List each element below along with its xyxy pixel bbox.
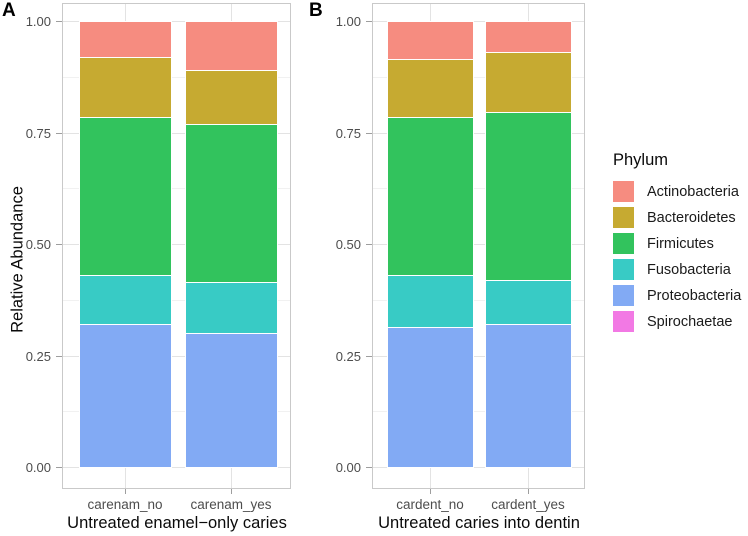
legend-swatch-icon [613, 311, 634, 332]
bar-segment-fusobacteria [79, 275, 172, 325]
gridline-major-horizontal [373, 467, 584, 468]
bar-segment-bacteroidetes [485, 52, 572, 113]
y-tick-label: 0.00 [335, 460, 361, 475]
legend-item-label: Proteobacteria [647, 287, 742, 304]
gridline-major-horizontal [63, 355, 290, 357]
bar-segment-proteobacteria [79, 324, 172, 468]
y-axis-tick [56, 244, 62, 245]
gridline-major-horizontal [63, 132, 290, 134]
legend-swatch-icon [613, 259, 634, 280]
legend-item-actinobacteria: Actinobacteria [613, 181, 741, 202]
bar-segment-firmicutes [485, 112, 572, 281]
y-tick-label: 0.25 [25, 349, 51, 364]
x-tick-label: cardent_yes [491, 497, 565, 512]
y-tick-label: 0.50 [25, 237, 51, 252]
legend-item-fusobacteria: Fusobacteria [613, 259, 741, 280]
y-tick-label: 1.00 [335, 14, 361, 29]
x-tick-label: cardent_no [396, 497, 464, 512]
bar-segment-proteobacteria [485, 324, 572, 468]
y-tick-label: 0.25 [335, 349, 361, 364]
gridline-minor-horizontal [63, 299, 290, 301]
y-tick-label: 0.75 [335, 126, 361, 141]
bar-segment-actinobacteria [79, 21, 172, 58]
legend: Phylum Actinobacteria Bacteroidetes Firmic… [613, 151, 741, 337]
y-axis-tick [56, 467, 62, 468]
y-axis-tick [56, 21, 62, 22]
panel-letter-a: A [2, 0, 16, 21]
bar-segment-bacteroidetes [79, 57, 172, 118]
gridline-major-horizontal [63, 21, 290, 22]
gridline-minor-horizontal [373, 411, 584, 413]
gridline-major-horizontal [373, 244, 584, 245]
bar-segment-firmicutes [387, 117, 474, 276]
gridline-minor-horizontal [63, 76, 290, 78]
legend-item-label: Spirochaetae [647, 313, 733, 330]
gridline-minor-horizontal [373, 299, 584, 301]
legend-item-spirochaetae: Spirochaetae [613, 311, 741, 332]
x-axis-tick [430, 489, 431, 494]
bar-segment-fusobacteria [387, 275, 474, 328]
bar-segment-actinobacteria [485, 21, 572, 53]
bar-segment-bacteroidetes [185, 70, 278, 125]
gridline-minor-horizontal [373, 188, 584, 190]
y-axis-tick [366, 133, 372, 134]
bar-segment-bacteroidetes [387, 59, 474, 118]
panel-b [372, 3, 585, 489]
y-axis-title: Relative Abundance [8, 186, 27, 333]
bar-segment-fusobacteria [185, 282, 278, 334]
legend-title: Phylum [613, 151, 669, 169]
panel-a [62, 3, 291, 489]
x-axis-tick [231, 489, 232, 494]
y-tick-label: 1.00 [25, 14, 51, 29]
gridline-major-horizontal [373, 355, 584, 357]
legend-item-label: Bacteroidetes [647, 209, 736, 226]
bar-segment-firmicutes [185, 124, 278, 283]
legend-item-label: Actinobacteria [647, 183, 739, 200]
legend-item-label: Firmicutes [647, 235, 714, 252]
x-axis-title: Untreated caries into dentin [378, 514, 580, 532]
x-axis-tick [125, 489, 126, 494]
legend-item-bacteroidetes: Bacteroidetes [613, 207, 741, 228]
x-axis-tick [528, 489, 529, 494]
gridline-major-horizontal [373, 132, 584, 134]
legend-items: Actinobacteria Bacteroidetes Firmicutes Fus… [613, 181, 741, 332]
legend-swatch-icon [613, 207, 634, 228]
y-tick-label: 0.50 [335, 237, 361, 252]
gridline-minor-horizontal [63, 188, 290, 190]
y-axis-tick [56, 356, 62, 357]
y-axis-tick [366, 467, 372, 468]
gridline-major-horizontal [63, 467, 290, 468]
gridline-minor-horizontal [373, 76, 584, 78]
legend-item-label: Fusobacteria [647, 261, 731, 278]
y-tick-label: 0.00 [25, 460, 51, 475]
bar-segment-actinobacteria [185, 21, 278, 71]
gridline-major-horizontal [63, 244, 290, 245]
bar-segment-firmicutes [79, 117, 172, 276]
x-tick-label: carenam_no [87, 497, 163, 512]
legend-swatch-icon [613, 285, 634, 306]
y-axis-tick [366, 356, 372, 357]
x-axis-title: Untreated enamel−only caries [67, 514, 287, 532]
x-tick-label: carenam_yes [190, 497, 272, 512]
gridline-major-horizontal [373, 21, 584, 22]
bar-segment-actinobacteria [387, 21, 474, 60]
panel-letter-b: B [309, 0, 323, 21]
bar-segment-fusobacteria [485, 280, 572, 325]
y-axis-tick [56, 133, 62, 134]
gridline-minor-horizontal [63, 411, 290, 413]
y-axis-tick [366, 244, 372, 245]
y-tick-label: 0.75 [25, 126, 51, 141]
legend-item-firmicutes: Firmicutes [613, 233, 741, 254]
legend-item-proteobacteria: Proteobacteria [613, 285, 741, 306]
legend-swatch-icon [613, 181, 634, 202]
legend-swatch-icon [613, 233, 634, 254]
y-axis-tick [366, 21, 372, 22]
bar-segment-proteobacteria [387, 327, 474, 468]
bar-segment-proteobacteria [185, 333, 278, 468]
